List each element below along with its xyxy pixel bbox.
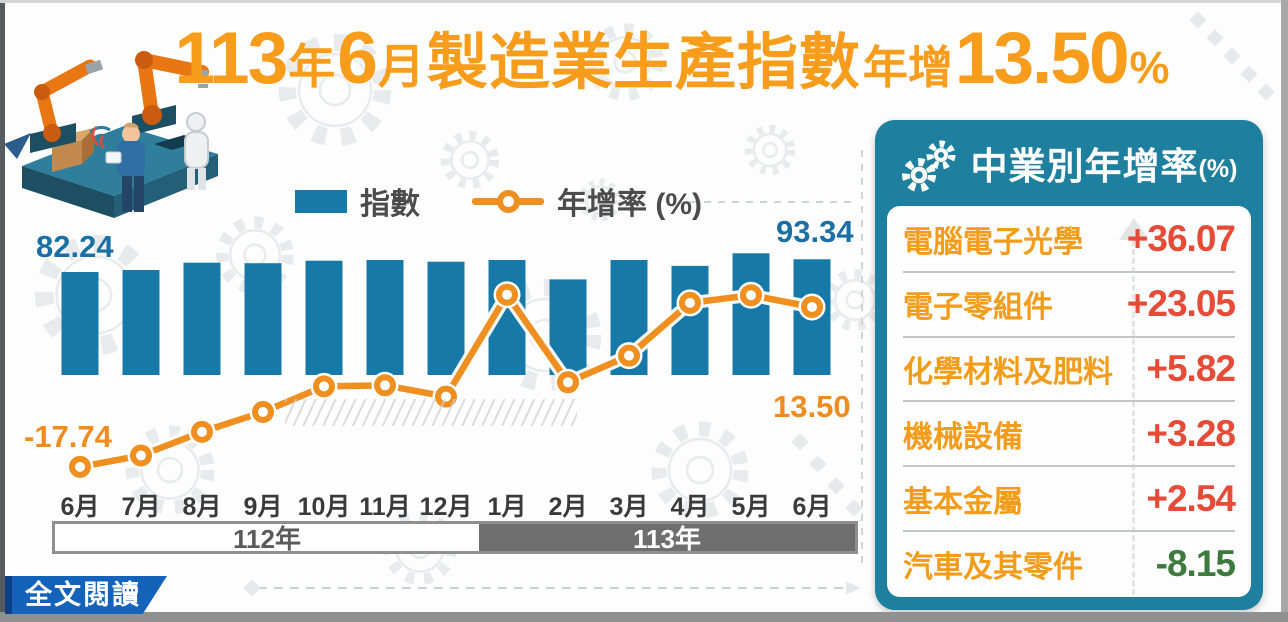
line-last-value-label: 13.50 [773,389,851,424]
table-row: 機械設備 +3.28 [903,402,1236,468]
frame-top-edge [0,0,1288,3]
industry-label: 汽車及其零件 [903,550,1083,584]
dashed-guides-decoration [258,150,863,589]
frame-bottom-edge [0,612,1288,622]
table-row: 電子零組件 +23.05 [903,273,1236,338]
line-marker [374,374,396,397]
index-bar [183,262,221,375]
line-marker [557,371,579,394]
line-shadow-hatch-decoration [285,399,577,426]
growth-value: -8.15 [1155,542,1236,584]
table-row: 化學材料及肥料 +5.82 [903,338,1236,403]
year-band-axis: 112年 113年 [52,521,858,554]
line-marker [69,455,91,478]
title-month-suffix: 月 [377,40,425,93]
growth-line-legend-marker [472,188,544,214]
month-tick-label: 9月 [243,493,283,521]
arrow-stem-decoration [1132,240,1135,597]
title-percent-sign: % [1129,42,1170,93]
title-month: 6 [337,18,378,99]
table-row: 汽車及其零件 -8.15 [903,532,1236,595]
month-tick-label: 7月 [121,493,161,521]
title-year: 113 [174,18,288,99]
index-bar-legend-swatch [295,189,347,213]
month-tick-label: 5月 [731,493,771,521]
industry-growth-panel: 中業別年增率 (%) 電腦電子光學 +36.07 電子零組件 +23.05 化學… [875,120,1263,610]
month-tick-label: 1月 [487,493,527,521]
table-row: 電腦電子光學 +36.07 [903,208,1236,273]
industry-label: 電腦電子光學 [903,226,1083,260]
line-marker [313,375,335,398]
gears-icon [901,140,956,192]
line-marker [618,344,640,367]
index-bar [305,260,343,375]
industry-growth-table: 電腦電子光學 +36.07 電子零組件 +23.05 化學材料及肥料 +5.82… [887,206,1251,597]
industry-label: 電子零組件 [903,291,1053,325]
month-tick-label: 4月 [670,493,710,521]
month-tick-label: 11月 [359,493,411,521]
industry-label: 基本金屬 [903,485,1023,519]
line-marker [191,420,213,443]
growth-value: +3.28 [1146,412,1236,454]
panel-title: 中業別年增率 [970,146,1199,187]
line-marker [801,296,823,318]
growth-line-legend-label: 年增率 (%) [557,188,702,221]
bar-first-value-label: 82.24 [36,229,114,264]
paper-plane-icon [4,133,31,159]
frame-right-edge [1281,0,1288,622]
month-tick-label: 6月 [60,493,100,521]
chart-legend: 指數 年增率 (%) [295,179,702,223]
index-bar [61,272,99,375]
index-bars-series [61,253,831,375]
title-growth-label: 年增 [862,42,953,93]
growth-value: +2.54 [1146,477,1236,519]
month-tick-label: 12月 [419,493,473,521]
factory-illustration [4,51,218,218]
index-bar [427,261,465,375]
line-marker [252,401,274,423]
growth-rate-line-series [66,281,826,481]
panel-header: 中業別年增率 (%) [875,120,1263,206]
title-year-suffix: 年 [288,40,336,93]
line-marker [130,444,152,467]
index-bar [732,253,770,375]
up-arrow-decoration [1119,218,1149,240]
line-marker [679,291,701,314]
line-marker [740,284,762,307]
title-growth-value: 13.50 [954,18,1130,99]
title-subject: 製造業生產指數 [426,28,861,96]
table-row: 基本金屬 +2.54 [903,467,1236,533]
frame-left-edge [0,0,5,622]
year-band-112: 112年 [55,524,479,554]
index-bar [366,260,404,375]
month-tick-label: 2月 [548,493,588,521]
month-tick-label: 8月 [182,493,222,521]
read-full-article-button[interactable]: 全文閱讀 [5,576,167,614]
line-first-value-label: -17.74 [24,419,112,454]
industry-label: 化學材料及肥料 [903,356,1113,390]
line-marker [496,283,518,306]
index-bar [122,270,160,375]
panel-unit: (%) [1198,155,1238,183]
page-title: 113 年 6 月 製造業生產指數 年增 13.50 % [150,22,1196,95]
bar-last-value-label: 93.34 [776,214,854,249]
growth-value: +36.07 [1126,218,1236,260]
month-tick-label: 6月 [792,493,832,521]
month-tick-label: 10月 [297,493,351,521]
index-bar [244,263,282,375]
year-band-113: 113年 [479,524,855,554]
growth-value: +23.05 [1126,283,1236,325]
industry-label: 機械設備 [903,420,1023,454]
month-tick-label: 3月 [609,493,649,521]
growth-value: +5.82 [1146,348,1236,390]
index-bar-legend-label: 指數 [360,188,420,221]
